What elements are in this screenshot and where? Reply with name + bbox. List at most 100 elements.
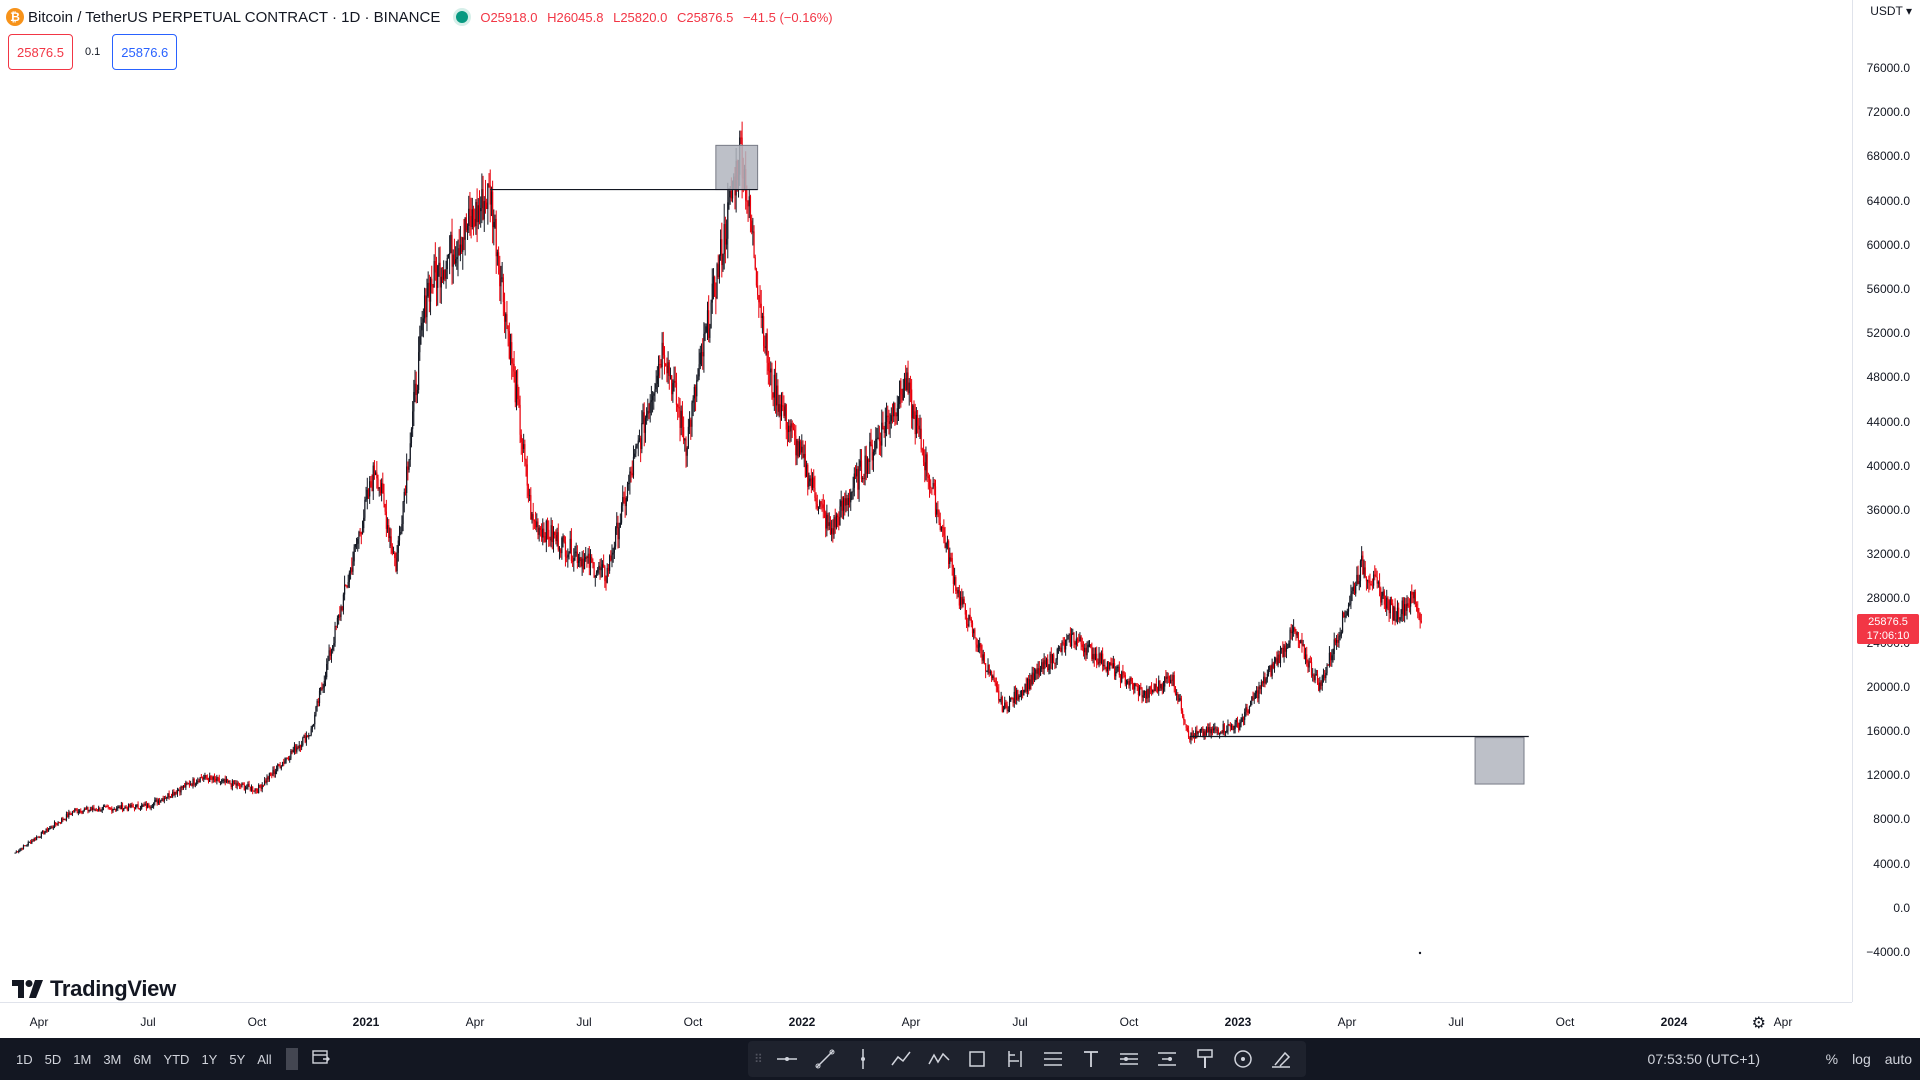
candle-up	[1084, 647, 1086, 653]
price-chart[interactable]	[0, 0, 1852, 1002]
eraser-tool-icon[interactable]	[1262, 1044, 1300, 1074]
candle-down	[175, 792, 177, 794]
candle-up	[471, 209, 473, 227]
candle-down	[441, 276, 444, 280]
candle-down	[351, 567, 353, 572]
range-5y[interactable]: 5Y	[229, 1051, 246, 1067]
fib-tool-icon[interactable]	[1034, 1044, 1072, 1074]
market-status-icon[interactable]	[456, 11, 469, 23]
candle-down	[518, 399, 520, 405]
candle-down	[943, 527, 945, 536]
brush-tool-icon[interactable]	[1186, 1044, 1224, 1074]
candle-down	[186, 782, 188, 784]
range-6m[interactable]: 6M	[133, 1051, 152, 1067]
candle-down	[863, 478, 865, 480]
candle-up	[1072, 633, 1074, 635]
range-all[interactable]: All	[257, 1051, 272, 1067]
candle-up	[176, 790, 179, 794]
candle-down	[797, 440, 799, 457]
log-scale-toggle[interactable]: log	[1852, 1051, 1871, 1067]
candle-up	[698, 364, 700, 377]
rectangle-drawing[interactable]	[715, 144, 759, 191]
buy-button[interactable]: 25876.6	[112, 34, 178, 70]
pitchfork-tool-icon[interactable]	[996, 1044, 1034, 1074]
candle-up	[1172, 675, 1174, 681]
candle-up	[699, 352, 701, 365]
candle-down	[458, 248, 460, 255]
time-scale[interactable]: Apr Jul Oct 2021 Apr Jul Oct 2022 Apr Jul Oct 2023 A…	[0, 1002, 1852, 1042]
horizontal-line-tool-icon[interactable]	[768, 1044, 806, 1074]
text-tool-icon[interactable]	[1072, 1044, 1110, 1074]
auto-scale-toggle[interactable]: auto	[1884, 1051, 1912, 1067]
candle-down	[1411, 591, 1413, 595]
candle-up	[505, 314, 507, 322]
tradingview-logo[interactable]: TradingView	[12, 976, 176, 1002]
sell-button[interactable]: 25876.5	[8, 34, 73, 70]
trend-line-tool-icon[interactable]	[806, 1044, 844, 1074]
candle-up	[352, 561, 354, 572]
candle-down	[1171, 679, 1173, 681]
candle-up	[538, 527, 540, 535]
candle-up	[1039, 669, 1042, 676]
vertical-line-tool-icon[interactable]	[844, 1044, 882, 1074]
candle-up	[124, 807, 126, 809]
candle-down	[905, 378, 907, 391]
candle-up	[1117, 666, 1119, 668]
range-1y[interactable]: 1Y	[201, 1051, 218, 1067]
candle-up	[1328, 652, 1331, 666]
timezone-clock[interactable]: 07:53:50 (UTC+1)	[1647, 1051, 1760, 1067]
path-tool-icon[interactable]	[882, 1044, 920, 1074]
candle-up	[440, 276, 442, 288]
percent-scale-toggle[interactable]: %	[1825, 1051, 1839, 1067]
chart-pane[interactable]: ₿ Bitcoin / TetherUS PERPETUAL CONTRACT …	[0, 0, 1852, 1002]
candle-down	[162, 798, 164, 801]
price-scale-label: 68000.0	[1866, 149, 1910, 164]
candle-up	[1152, 689, 1154, 693]
candle-up	[1325, 672, 1327, 679]
candle-up	[881, 422, 883, 446]
candle-up	[494, 218, 496, 222]
candle-down	[582, 558, 584, 570]
candle-up	[809, 478, 811, 482]
rectangle-tool-icon[interactable]	[958, 1044, 996, 1074]
price-scale[interactable]: USDT ▾ 76000.0 72000.0 68000.0 64000.0 60000…	[1852, 0, 1920, 1002]
candle-down	[1383, 591, 1385, 605]
price-scale-label: 44000.0	[1866, 414, 1910, 429]
candle-up	[330, 649, 333, 656]
candle-up	[113, 809, 115, 811]
symbol-title[interactable]: Bitcoin / TetherUS PERPETUAL CONTRACT · …	[28, 8, 441, 26]
range-5d[interactable]: 5D	[44, 1051, 62, 1067]
range-1m[interactable]: 1M	[73, 1051, 92, 1067]
zigzag-tool-icon[interactable]	[920, 1044, 958, 1074]
candle-down	[1096, 653, 1098, 663]
candle-up	[266, 777, 268, 783]
candle-up	[369, 481, 371, 497]
candle-down	[1343, 612, 1345, 618]
goto-date-icon[interactable]	[306, 1049, 336, 1070]
settings-gear-icon[interactable]: ⚙	[1751, 1015, 1766, 1032]
candle-up	[1179, 698, 1181, 700]
candle-up	[561, 537, 563, 554]
candle-up	[86, 807, 88, 810]
drag-handle-icon[interactable]: ⠿	[754, 1052, 763, 1066]
range-3m[interactable]: 3M	[103, 1051, 122, 1067]
candle-up	[1341, 612, 1344, 633]
candle-down	[291, 750, 293, 753]
range-tool-icon[interactable]	[1148, 1044, 1186, 1074]
candle-down	[907, 372, 909, 394]
rectangle-drawing[interactable]	[1474, 737, 1525, 785]
candle-down	[677, 404, 679, 408]
measure-tool-icon[interactable]	[1110, 1044, 1148, 1074]
candle-up	[1250, 700, 1252, 707]
range-1d[interactable]: 1D	[16, 1051, 33, 1067]
candle-down	[213, 776, 216, 779]
candle-up	[612, 552, 614, 555]
circle-tool-icon[interactable]	[1224, 1044, 1262, 1074]
time-scale-month-label: Apr	[901, 1015, 921, 1029]
marker-dot	[1418, 951, 1422, 955]
candle-up	[212, 776, 214, 780]
range-ytd[interactable]: YTD	[163, 1051, 190, 1067]
change-value: −41.5 (−0.16%)	[742, 9, 833, 25]
candle-down	[895, 415, 897, 417]
currency-selector[interactable]: USDT ▾	[1870, 4, 1912, 18]
